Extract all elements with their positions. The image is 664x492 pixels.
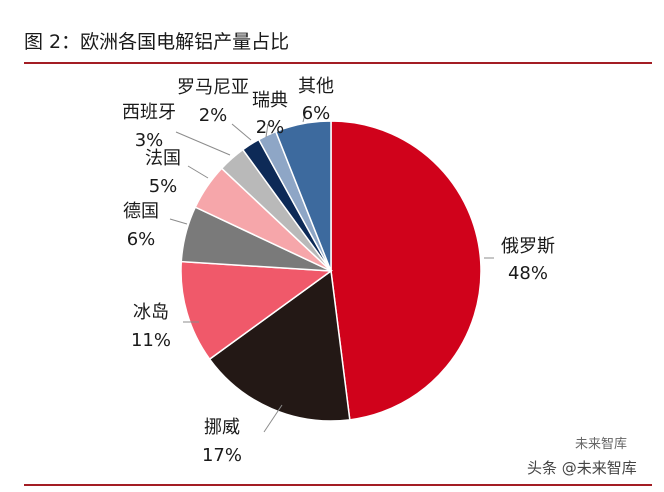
slice-name-label: 俄罗斯 [501,236,555,257]
leader-line [187,165,209,179]
slice-value-label: 6% [302,103,331,124]
slice-value-label: 17% [202,445,242,466]
slice-name-label: 西班牙 [122,102,176,123]
leader-line [231,123,252,141]
leader-line [265,123,269,138]
slice-name-label: 挪威 [204,417,240,438]
leader-line [175,131,231,156]
slice-name-label: 法国 [145,148,181,169]
slice-value-label: 2% [199,105,228,126]
slice-name-label: 冰岛 [133,302,169,323]
pie-slice [274,120,332,272]
slice-value-label: 2% [256,117,285,138]
slice-name-label: 德国 [123,201,159,222]
slice-value-label: 48% [508,263,548,284]
leader-line [169,218,188,225]
watermark-logo: 未来智库 [575,437,628,452]
slice-value-label: 6% [127,229,156,250]
slice-value-label: 3% [135,130,164,151]
pie-slice [208,269,351,422]
pie-slice [330,120,482,421]
bottom-rule [24,484,652,486]
slice-value-label: 11% [131,330,171,351]
watermark: 头条 @未来智库 [527,459,637,477]
slice-name-label: 其他 [298,76,334,97]
pie-slice [180,260,334,361]
figure-title: 图 2：欧洲各国电解铝产量占比 [24,31,290,53]
leader-line [263,404,283,433]
title-rule [24,62,652,64]
slice-value-label: 5% [149,176,178,197]
leader-line [302,109,307,123]
slice-name-label: 瑞典 [252,90,288,111]
slice-name-label: 罗马尼亚 [177,77,249,98]
